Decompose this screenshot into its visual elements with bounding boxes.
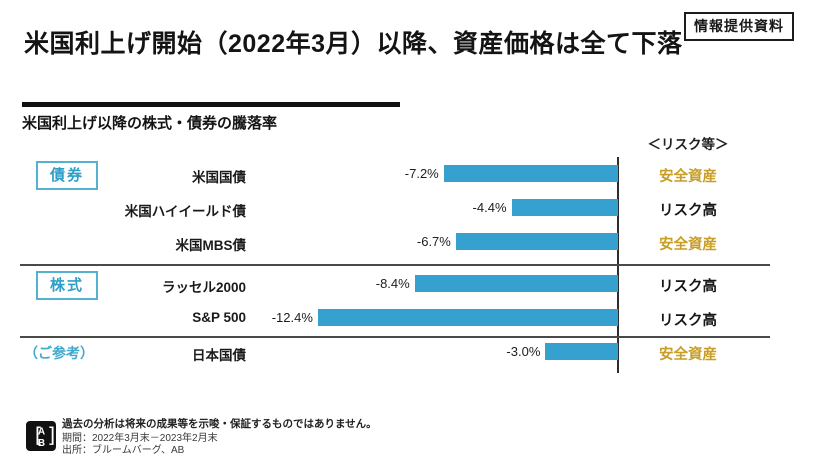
source-text: 出所：ブルームバーグ、AB (62, 445, 185, 456)
risk-label: 安全資産 (659, 169, 717, 185)
asset-label: 米国ハイイールド債 (124, 204, 246, 219)
asset-label: 米国MBS債 (175, 238, 247, 253)
risk-column-header: ＜リスク等＞ (647, 137, 729, 152)
bar-value-label: -8.4% (375, 276, 410, 291)
bar (511, 199, 618, 216)
disclaimer-text: 過去の分析は将来の成果等を示唆・保証するものではありません。 (62, 418, 377, 430)
title-underline-rule (22, 102, 400, 107)
bar-value-label: -6.7% (416, 234, 451, 249)
bar-value-label: -4.4% (472, 200, 507, 215)
svg-text:A: A (38, 427, 45, 438)
bar-value-label: -7.2% (404, 166, 439, 181)
bar (545, 343, 618, 360)
asset-label: S&P 500 (192, 310, 246, 325)
svg-text:[: [ (32, 423, 44, 447)
ab-logo: [ A B ] (26, 421, 58, 456)
bar-value-label: -12.4% (271, 310, 313, 325)
group-badge: 債券 (36, 161, 98, 190)
section-divider-stocks-reference (20, 336, 770, 338)
bar (317, 309, 618, 326)
risk-label: リスク高 (659, 203, 717, 219)
svg-text:]: ] (46, 423, 56, 447)
asset-label: 米国国債 (192, 170, 246, 185)
group-label: （ご参考） (24, 345, 94, 361)
period-text: 期間：2022年3月末－2023年2月末 (62, 433, 218, 444)
risk-label: 安全資産 (659, 237, 717, 253)
info-material-badge: 情報提供資料 (684, 12, 794, 41)
bar (455, 233, 618, 250)
page-title: 米国利上げ開始（2022年3月）以降、資産価格は全て下落 (24, 30, 683, 58)
bar-value-label: -3.0% (506, 344, 541, 359)
svg-text:B: B (38, 438, 45, 449)
group-badge: 株式 (36, 271, 98, 300)
risk-label: リスク高 (659, 279, 717, 295)
section-divider-bonds-stocks (20, 264, 770, 266)
risk-label: 安全資産 (659, 347, 717, 363)
chart-subtitle: 米国利上げ以降の株式・債券の騰落率 (22, 115, 278, 132)
bar (414, 275, 618, 292)
risk-label: リスク高 (659, 313, 717, 329)
bar (443, 165, 618, 182)
asset-label: 日本国債 (192, 348, 246, 363)
asset-label: ラッセル2000 (161, 280, 246, 295)
